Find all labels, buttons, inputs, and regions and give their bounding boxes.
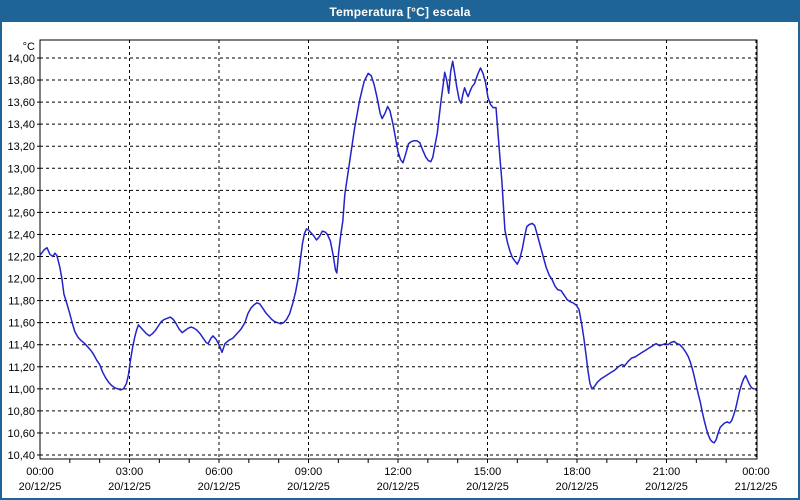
y-axis-label: 11,20: [8, 362, 35, 374]
plot-border: [39, 39, 758, 460]
y-axis-label: 12,00: [7, 274, 35, 286]
x-axis-date-label: 20/12/25: [108, 481, 151, 493]
y-axis-label: 12,40: [7, 229, 35, 241]
x-axis-date-label: 20/12/25: [19, 481, 62, 493]
chart-title-bar: Temperatura [°C] escala: [2, 2, 798, 22]
x-axis-time-label: 09:00: [295, 466, 323, 478]
x-axis-time-label: 21:00: [653, 466, 681, 478]
y-axis-label: 11,80: [8, 296, 35, 308]
y-axis-label: 12,20: [7, 251, 35, 263]
x-axis-time-label: 06:00: [205, 466, 233, 478]
x-axis-date-label: 20/12/25: [198, 481, 241, 493]
y-axis-label: 14,00: [7, 53, 35, 65]
x-axis-time-label: 03:00: [116, 466, 144, 478]
y-axis-unit-label: °C: [23, 41, 35, 53]
y-axis-label: 11,40: [8, 340, 35, 352]
y-axis-label: 13,20: [7, 141, 35, 153]
x-axis-time-label: 12:00: [384, 466, 412, 478]
y-axis-label: 13,60: [7, 97, 35, 109]
y-axis-label: 12,80: [7, 185, 35, 197]
x-axis-time-label: 18:00: [563, 466, 591, 478]
y-axis-label: 11,60: [8, 318, 35, 330]
temperature-series-line: [39, 60, 755, 444]
y-axis-label: 12,60: [7, 207, 35, 219]
y-axis-label: 10,60: [7, 428, 35, 440]
x-axis-date-label: 20/12/25: [556, 481, 599, 493]
x-axis-date-label: 20/12/25: [287, 481, 330, 493]
y-axis-label: 13,00: [7, 163, 35, 175]
x-axis-date-label: 21/12/25: [735, 481, 778, 493]
x-axis-time-label: 15:00: [474, 466, 502, 478]
y-axis-label: 10,80: [7, 406, 35, 418]
x-axis-date-label: 20/12/25: [645, 481, 688, 493]
x-axis-time-label: 00:00: [26, 466, 54, 478]
x-axis-date-label: 20/12/25: [466, 481, 509, 493]
chart-title: Temperatura [°C] escala: [329, 5, 471, 19]
x-axis-date-label: 20/12/25: [377, 481, 420, 493]
x-axis-time-label: 00:00: [742, 466, 770, 478]
y-axis-label: 13,80: [7, 75, 35, 87]
y-axis-label: 10,40: [7, 450, 35, 462]
temperature-chart: 14,00 13,80 13,60 13,40 13,20 13,00 12,80 12,60…: [7, 39, 778, 493]
y-axis-label: 11,00: [8, 384, 35, 396]
y-axis-label: 13,40: [7, 119, 35, 131]
chart-area: 14,00 13,80 13,60 13,40 13,20 13,00 12,80 12,60…: [2, 22, 798, 498]
